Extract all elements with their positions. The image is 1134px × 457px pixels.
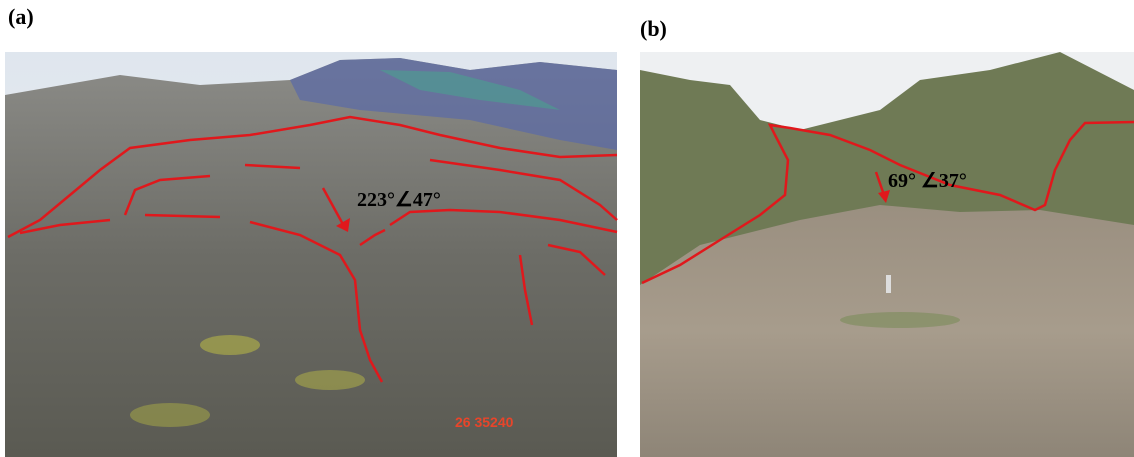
photo-stamp: 26 35240 — [455, 414, 514, 430]
figure: (a) (b) 223°∠47° 26 35240 69° — [0, 0, 1134, 457]
photo-a: 223°∠47° 26 35240 — [5, 52, 617, 457]
dip-annotation: 223°∠47° — [357, 189, 441, 211]
panel-label: (a) — [8, 4, 34, 29]
dip-annotation: 69° ∠37° — [888, 170, 967, 192]
panel-label: (b) — [640, 16, 667, 41]
photo-b: 69° ∠37° — [640, 52, 1134, 457]
